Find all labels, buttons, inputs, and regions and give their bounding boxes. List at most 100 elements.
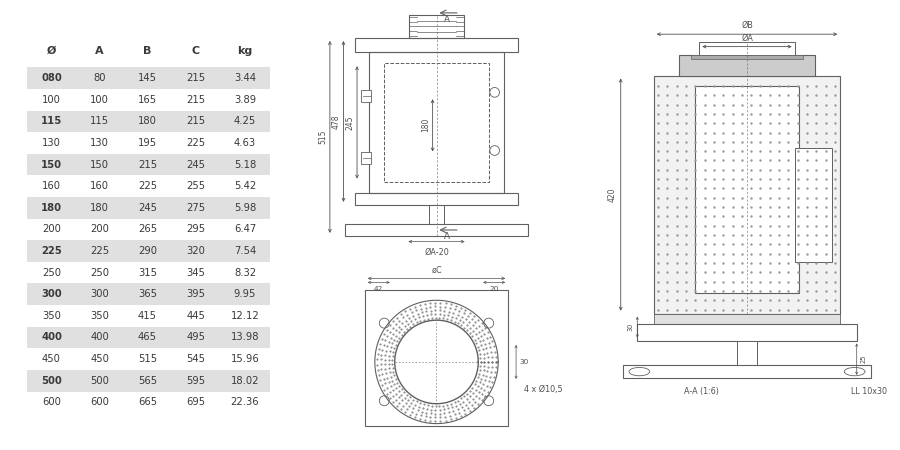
Text: 160: 160 (90, 181, 109, 191)
Bar (637, 324, 857, 341)
Text: 8.32: 8.32 (234, 268, 256, 278)
Text: 15.96: 15.96 (230, 354, 259, 364)
Bar (410, 15, 464, 38)
Text: 515: 515 (318, 130, 327, 144)
Text: 350: 350 (90, 311, 109, 321)
Text: 400: 400 (90, 333, 109, 342)
Text: 415: 415 (138, 311, 157, 321)
Text: 4.25: 4.25 (234, 117, 256, 126)
Text: 255: 255 (186, 181, 205, 191)
Text: øC: øC (431, 266, 442, 274)
Text: LL 10x30: LL 10x30 (850, 387, 886, 396)
Text: 215: 215 (186, 117, 205, 126)
Bar (346, 224, 527, 236)
Text: 215: 215 (138, 160, 157, 170)
Text: 180: 180 (41, 203, 62, 213)
Text: 180: 180 (420, 118, 429, 132)
Text: 450: 450 (90, 354, 109, 364)
Text: 225: 225 (41, 246, 62, 256)
Text: 4.63: 4.63 (234, 138, 256, 148)
Text: 7.54: 7.54 (234, 246, 256, 256)
FancyBboxPatch shape (28, 197, 270, 219)
Text: 130: 130 (90, 138, 109, 148)
Bar (737, 341, 758, 365)
Ellipse shape (629, 368, 650, 376)
Text: 5.18: 5.18 (234, 160, 256, 170)
Text: 225: 225 (90, 246, 109, 256)
Bar (384, 63, 489, 181)
Text: Ø: Ø (47, 46, 56, 56)
Text: 5.42: 5.42 (234, 181, 256, 191)
Text: 100: 100 (42, 95, 61, 105)
Text: 9.95: 9.95 (234, 289, 256, 299)
Text: kg: kg (238, 46, 253, 56)
Text: 315: 315 (138, 268, 157, 278)
Text: A: A (445, 232, 450, 241)
Text: 665: 665 (138, 397, 157, 407)
Bar (691, 55, 803, 59)
Text: 42: 42 (374, 286, 383, 292)
Bar (653, 314, 841, 324)
Text: ØB: ØB (741, 21, 753, 30)
Text: 365: 365 (138, 289, 157, 299)
Text: 245: 245 (345, 115, 354, 130)
Text: 22.36: 22.36 (230, 397, 259, 407)
Bar (364, 290, 508, 426)
Bar (679, 55, 815, 76)
Text: 30: 30 (627, 323, 634, 331)
Text: 300: 300 (41, 289, 62, 299)
Text: 4 x Ø10,5: 4 x Ø10,5 (524, 385, 562, 394)
Text: 215: 215 (186, 73, 205, 83)
FancyBboxPatch shape (28, 68, 270, 89)
Text: 545: 545 (186, 354, 205, 364)
Ellipse shape (844, 368, 865, 376)
Text: 150: 150 (90, 160, 109, 170)
Text: A-A (1:6): A-A (1:6) (684, 387, 719, 396)
Text: 245: 245 (138, 203, 157, 213)
FancyBboxPatch shape (28, 154, 270, 176)
Text: 225: 225 (186, 138, 205, 148)
Text: 695: 695 (186, 397, 205, 407)
Text: 600: 600 (90, 397, 109, 407)
Bar (356, 193, 518, 205)
Bar (623, 365, 871, 378)
Text: C: C (192, 46, 200, 56)
Text: 180: 180 (138, 117, 157, 126)
FancyBboxPatch shape (28, 370, 270, 392)
Text: 5.98: 5.98 (234, 203, 256, 213)
Text: 080: 080 (41, 73, 62, 83)
Text: 345: 345 (186, 268, 205, 278)
FancyBboxPatch shape (28, 111, 270, 132)
Text: 225: 225 (138, 181, 157, 191)
Bar (695, 86, 799, 293)
Text: 160: 160 (42, 181, 61, 191)
Text: 25: 25 (861, 355, 867, 364)
Text: 245: 245 (186, 160, 205, 170)
FancyBboxPatch shape (28, 240, 270, 262)
Text: 20: 20 (490, 286, 499, 292)
Bar (361, 153, 371, 164)
Text: 320: 320 (186, 246, 205, 256)
Text: 395: 395 (186, 289, 205, 299)
Text: 300: 300 (90, 289, 109, 299)
Text: 600: 600 (42, 397, 61, 407)
Text: 6.47: 6.47 (234, 225, 256, 234)
Text: 180: 180 (90, 203, 109, 213)
Text: 200: 200 (42, 225, 61, 234)
Text: 265: 265 (138, 225, 157, 234)
Text: 3.44: 3.44 (234, 73, 256, 83)
Text: 12.12: 12.12 (230, 311, 259, 321)
Text: 250: 250 (42, 268, 61, 278)
Text: 195: 195 (138, 138, 157, 148)
Bar (653, 76, 841, 314)
Text: 30: 30 (519, 359, 528, 365)
Text: 130: 130 (42, 138, 61, 148)
Text: A: A (95, 46, 104, 56)
Text: 565: 565 (138, 376, 157, 386)
Bar (361, 90, 371, 102)
Bar (699, 42, 795, 55)
Text: 150: 150 (41, 160, 62, 170)
FancyBboxPatch shape (28, 284, 270, 305)
Bar (428, 205, 445, 224)
Bar (369, 52, 504, 193)
